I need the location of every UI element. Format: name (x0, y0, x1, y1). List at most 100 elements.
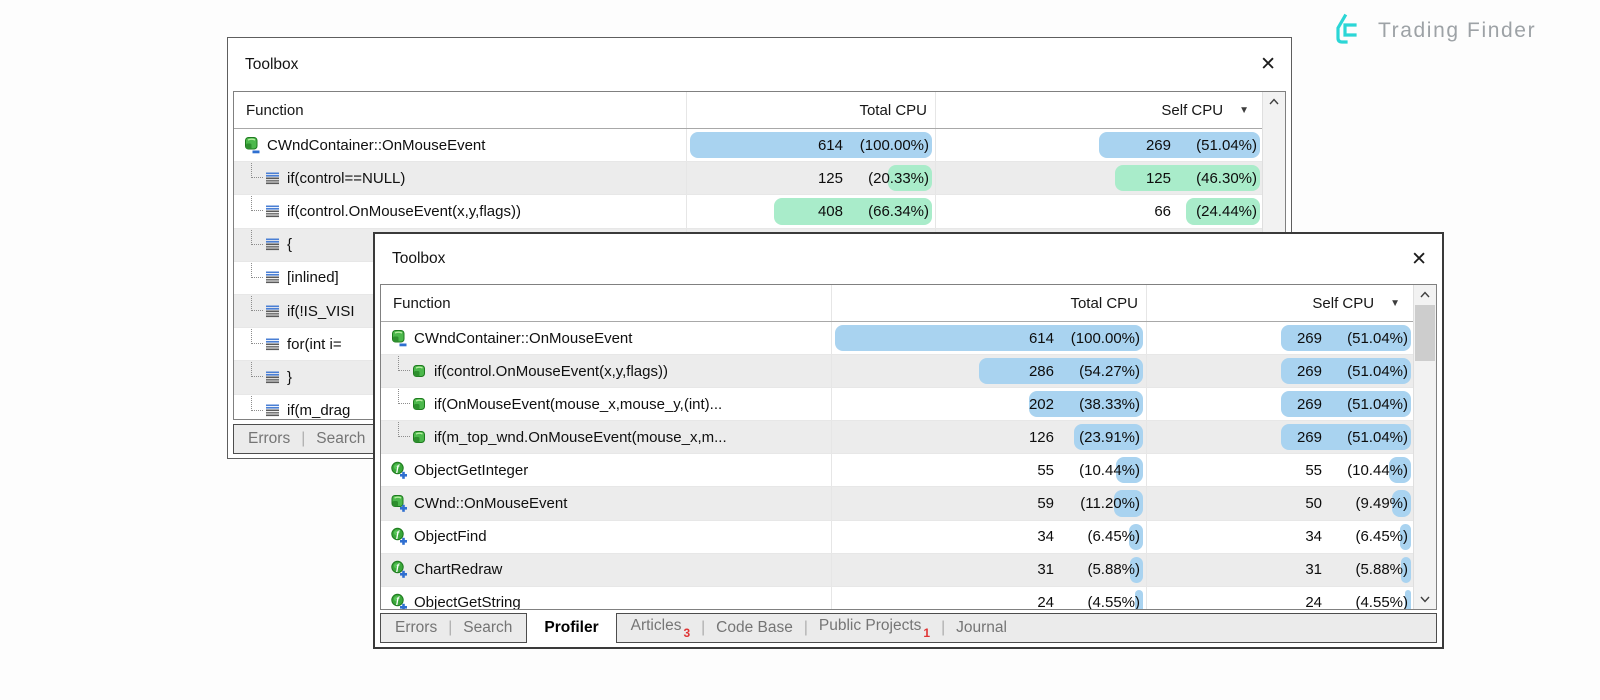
vertical-scrollbar[interactable] (1413, 285, 1436, 609)
table-row[interactable]: f ChartRedraw 31 (5.88%) 31 (5.88%) (381, 553, 1414, 587)
column-header-total-cpu[interactable]: Total CPU (686, 92, 935, 128)
column-header-function[interactable]: Function (246, 101, 304, 119)
tab-articles[interactable]: Articles 3 (631, 617, 691, 640)
self-cpu-cell: 269 (51.04%) (1146, 388, 1414, 421)
tab-errors[interactable]: Errors (395, 619, 437, 637)
function-cell: if(m_top_wnd.OnMouseEvent(mouse_x,m... (381, 421, 831, 453)
tab-profiler[interactable]: Profiler (527, 613, 616, 643)
cpu-usage-bar (1280, 358, 1411, 385)
function-add-icon: f (391, 461, 408, 479)
tab-search[interactable]: Search (463, 619, 512, 637)
svg-text:f: f (396, 596, 400, 606)
function-cell: CWndContainer::OnMouseEvent (381, 322, 831, 354)
scroll-up-icon[interactable] (1414, 285, 1436, 304)
cpu-percent: (6.45%) (1087, 528, 1140, 546)
cpu-percent: (51.04%) (1347, 395, 1408, 413)
table-row[interactable]: f ObjectGetString 24 (4.55%) 24 (4.55%) (381, 586, 1414, 610)
function-add-icon: f (391, 594, 408, 609)
column-header-self-cpu[interactable]: Self CPU ▼ (1146, 285, 1414, 321)
tab-label: Journal (956, 619, 1007, 636)
cpu-value: 408 (817, 202, 843, 220)
function-label: ObjectGetInteger (414, 461, 529, 479)
tab-label: Search (463, 619, 513, 636)
self-cpu-cell: 24 (4.55%) (1146, 586, 1414, 610)
column-header-function[interactable]: Function (393, 294, 451, 312)
tab-search[interactable]: Search (316, 430, 365, 448)
cpu-value: 269 (1296, 329, 1322, 347)
tab-separator: | (803, 619, 808, 636)
column-header-total-cpu[interactable]: Total CPU (831, 285, 1146, 321)
table-row[interactable]: if(m_top_wnd.OnMouseEvent(mouse_x,m... 12… (381, 421, 1414, 455)
scrollbar-thumb[interactable] (1415, 305, 1435, 361)
cpu-usage-bar (1389, 457, 1411, 484)
function-label: ObjectFind (414, 528, 487, 546)
class-icon (391, 329, 408, 347)
cpu-percent: (51.04%) (1196, 136, 1257, 154)
window-title: Toolbox (245, 55, 299, 73)
tab-code-base[interactable]: Code Base (716, 619, 793, 637)
function-cell: [inlined] (234, 261, 686, 294)
table-row[interactable]: if(control.OnMouseEvent(x,y,flags)) 286 (5… (381, 355, 1414, 389)
function-cell: if(!IS_VISI (234, 294, 686, 327)
function-add-icon: f (391, 561, 408, 579)
titlebar[interactable]: Toolbox ✕ (228, 38, 1291, 91)
titlebar[interactable]: Toolbox ✕ (375, 234, 1442, 284)
column-header-self-cpu[interactable]: Self CPU ▼ (935, 92, 1263, 128)
cpu-value: 24 (1305, 594, 1322, 610)
table-row[interactable]: CWnd::OnMouseEvent 59 (11.20%) 50 (9.49%) (381, 487, 1414, 521)
profiler-table: Function Total CPU Self CPU ▼ CWndContai… (380, 284, 1437, 610)
tab-separator: | (448, 619, 453, 636)
cpu-percent: (51.04%) (1347, 329, 1408, 347)
cpu-value: 55 (1037, 461, 1054, 479)
function-cell: if(control==NULL) (234, 162, 686, 194)
table-row[interactable]: CWndContainer::OnMouseEvent 614 (100.00%) 2… (234, 129, 1263, 163)
table-header: Function Total CPU Self CPU ▼ (381, 285, 1414, 322)
cpu-percent: (11.20%) (1080, 495, 1140, 513)
tab-journal[interactable]: Journal (956, 619, 1007, 637)
table-row[interactable]: if(OnMouseEvent(mouse_x,mouse_y,(int)...… (381, 388, 1414, 422)
function-cell: f ObjectGetString (381, 587, 831, 609)
cpu-percent: (66.34%) (868, 202, 929, 220)
function-cell: CWnd::OnMouseEvent (381, 487, 831, 519)
table-row[interactable]: if(control.OnMouseEvent(x,y,flags)) 408 (6… (234, 195, 1263, 229)
code-lines-icon (264, 236, 281, 253)
cpu-percent: (51.04%) (1347, 362, 1408, 380)
total-cpu-cell: 59 (11.20%) (831, 487, 1146, 520)
code-lines-icon (264, 269, 281, 286)
self-cpu-cell: 269 (51.04%) (1146, 322, 1414, 355)
self-cpu-cell: 31 (5.88%) (1146, 553, 1414, 586)
tab-label: Code Base (716, 619, 793, 636)
cpu-value: 50 (1305, 495, 1322, 513)
close-icon[interactable]: ✕ (1411, 248, 1427, 270)
cpu-usage-bar (1186, 198, 1260, 225)
table-row[interactable]: if(control==NULL) 125 (20.33%) 125 (46.30%) (234, 162, 1263, 196)
scroll-up-icon[interactable] (1263, 92, 1285, 111)
tree-connector-line (391, 388, 411, 420)
cpu-usage-bar (773, 198, 932, 225)
table-row[interactable]: f ObjectFind 34 (6.45%) 34 (6.45%) (381, 520, 1414, 554)
cpu-usage-bar (1099, 132, 1260, 159)
cpu-value: 66 (1154, 202, 1171, 220)
cpu-usage-bar (1280, 325, 1411, 352)
scroll-down-icon[interactable] (1414, 590, 1436, 609)
table-row[interactable]: CWndContainer::OnMouseEvent 614 (100.00%) 2… (381, 322, 1414, 356)
function-add-icon: f (391, 527, 408, 545)
self-cpu-cell: 50 (9.49%) (1146, 487, 1414, 520)
tab-public-projects[interactable]: Public Projects 1 (819, 617, 930, 640)
cpu-usage-bar (1134, 589, 1143, 609)
cpu-percent: (100.00%) (859, 136, 929, 154)
table-row[interactable]: f ObjectGetInteger 55 (10.44%) 55 (10.44%) (381, 454, 1414, 488)
svg-text:f: f (396, 464, 400, 474)
cpu-percent: (9.49%) (1355, 495, 1408, 513)
tab-errors[interactable]: Errors (248, 430, 290, 448)
function-label: CWnd::OnMouseEvent (414, 495, 568, 513)
tree-connector-line (244, 162, 264, 194)
function-label: if(m_drag (287, 402, 351, 420)
cpu-percent: (4.55%) (1087, 594, 1140, 610)
class-child-icon (411, 429, 428, 446)
column-header-self-cpu-label: Self CPU (1312, 294, 1375, 312)
cpu-usage-bar (1113, 490, 1143, 517)
function-label: ChartRedraw (414, 561, 503, 579)
close-icon[interactable]: ✕ (1260, 54, 1276, 75)
